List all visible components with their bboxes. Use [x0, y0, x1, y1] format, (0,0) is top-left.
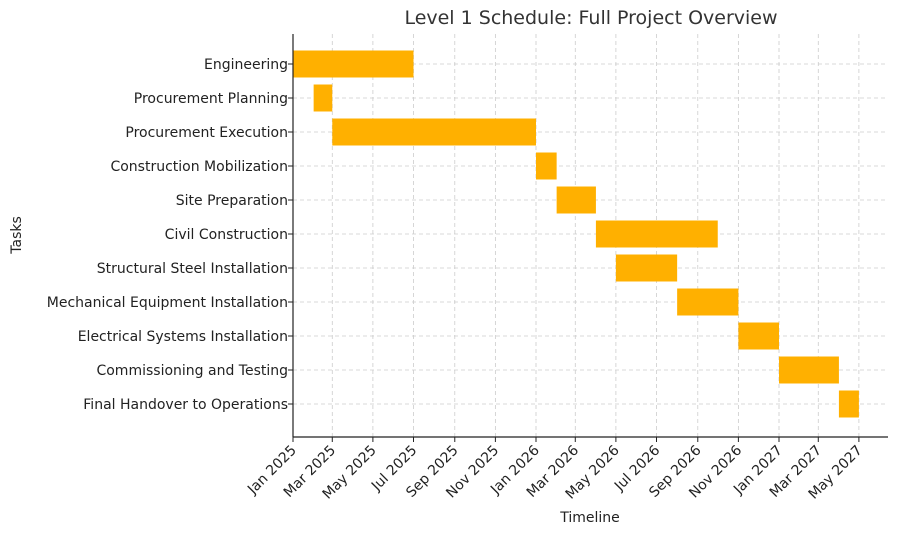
task-label: Mechanical Equipment Installation [47, 295, 288, 311]
task-label: Structural Steel Installation [97, 261, 288, 277]
x-axis-label: Timeline [559, 510, 620, 526]
task-bar [677, 288, 739, 316]
task-bar [595, 220, 718, 248]
task-bar [556, 186, 596, 214]
task-label: Electrical Systems Installation [78, 329, 288, 345]
task-bar [313, 84, 333, 112]
task-label: Final Handover to Operations [83, 397, 288, 413]
task-bar [738, 322, 779, 350]
task-bar [615, 254, 678, 282]
task-label: Procurement Planning [134, 91, 288, 107]
task-bar [838, 390, 859, 418]
task-bar [536, 152, 557, 180]
bar-layer [293, 50, 859, 418]
task-label: Procurement Execution [125, 125, 288, 141]
task-bar [293, 50, 414, 78]
y-axis-label: Tasks [9, 216, 25, 255]
task-bar [332, 118, 536, 146]
task-label: Site Preparation [176, 193, 288, 209]
task-label: Civil Construction [165, 227, 288, 243]
task-label: Commissioning and Testing [96, 363, 288, 379]
chart-title: Level 1 Schedule: Full Project Overview [404, 7, 777, 29]
task-label: Construction Mobilization [110, 159, 288, 175]
task-label: Engineering [204, 57, 288, 73]
task-bar [779, 356, 839, 384]
